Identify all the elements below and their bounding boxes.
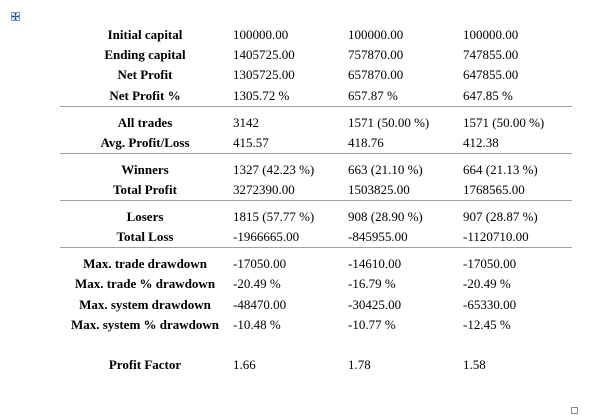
table-row: Net Profit 1305725.00 657870.00 647855.0… xyxy=(60,65,572,85)
row-label: Total Profit xyxy=(113,182,177,198)
cell-value: 1.78 xyxy=(348,357,371,373)
cell-value: -65330.00 xyxy=(463,296,517,312)
table-row: Losers 1815 (57.77 %) 908 (28.90 %) 907 … xyxy=(60,200,572,228)
table-row: All trades 3142 1571 (50.00 %) 1571 (50.… xyxy=(60,105,572,133)
cell-value: 907 (28.87 %) xyxy=(460,200,572,228)
row-label: Winners xyxy=(60,152,230,180)
table-row: Total Profit 3272390.00 1503825.00 17685… xyxy=(60,180,572,201)
table-move-handle[interactable] xyxy=(11,12,20,21)
table-row: Max. trade drawdown -17050.00 -14610.00 … xyxy=(60,247,572,275)
backtest-report-table: Initial capital 100000.00 100000.00 1000… xyxy=(60,25,572,375)
cell-value: -10.48 % xyxy=(233,316,281,332)
cell-value: 1503825.00 xyxy=(348,182,410,198)
cell-value: 1327 (42.23 %) xyxy=(230,152,345,180)
cell-value: 415.57 xyxy=(233,134,269,150)
cell-value: 1571 (50.00 %) xyxy=(345,105,460,133)
cell-value xyxy=(345,335,460,355)
cell-value: 1.66 xyxy=(233,357,256,373)
cell-value: 100000.00 xyxy=(348,27,404,43)
table-row: Profit Factor 1.66 1.78 1.58 xyxy=(60,355,572,375)
row-label: Total Loss xyxy=(116,229,174,245)
row-label: Ending capital xyxy=(104,47,186,63)
row-label: Max. trade % drawdown xyxy=(74,276,216,292)
cell-value: -1120710.00 xyxy=(463,229,529,245)
row-label: Max. system drawdown xyxy=(79,296,211,312)
cell-value: 100000.00 xyxy=(463,27,519,43)
cell-value: 1305725.00 xyxy=(233,67,295,83)
row-label: Max. system % drawdown xyxy=(70,316,220,332)
cell-value: 418.76 xyxy=(348,134,384,150)
cell-value xyxy=(230,335,345,355)
cell-value: 3142 xyxy=(230,105,345,133)
cell-value: -17050.00 xyxy=(230,247,345,275)
cell-value: -14610.00 xyxy=(345,247,460,275)
cell-value: 657870.00 xyxy=(348,67,404,83)
cell-value: 1571 (50.00 %) xyxy=(460,105,572,133)
table-row: Avg. Profit/Loss 415.57 418.76 412.38 xyxy=(60,133,572,154)
cell-value: -1966665.00 xyxy=(233,229,300,245)
cell-value: -17050.00 xyxy=(460,247,572,275)
cell-value: -20.49 % xyxy=(233,276,281,292)
row-label: Net Profit xyxy=(117,67,173,83)
cell-value: -30425.00 xyxy=(348,296,402,312)
cell-value: 647.85 % xyxy=(463,87,513,103)
cell-value: -10.77 % xyxy=(348,316,396,332)
row-label: Losers xyxy=(60,200,230,228)
table-row: Ending capital 1405725.00 757870.00 7478… xyxy=(60,45,572,65)
cell-value: 3272390.00 xyxy=(233,182,295,198)
cell-value: 664 (21.13 %) xyxy=(460,152,572,180)
cell-value: 908 (28.90 %) xyxy=(345,200,460,228)
four-arrow-move-icon xyxy=(12,13,19,20)
cell-value: 1768565.00 xyxy=(463,182,525,198)
cell-value: -48470.00 xyxy=(233,296,287,312)
table-row: Max. trade % drawdown -20.49 % -16.79 % … xyxy=(60,274,572,294)
cell-value: -12.45 % xyxy=(463,316,511,332)
row-label: Initial capital xyxy=(107,27,183,43)
cell-value: 663 (21.10 %) xyxy=(345,152,460,180)
table-row-empty xyxy=(60,335,572,355)
row-label: All trades xyxy=(60,105,230,133)
cell-value: 1405725.00 xyxy=(233,47,295,63)
cell-value: 1.58 xyxy=(463,357,486,373)
table-row: Max. system % drawdown -10.48 % -10.77 %… xyxy=(60,315,572,335)
cell-value: -16.79 % xyxy=(348,276,396,292)
table-row: Net Profit % 1305.72 % 657.87 % 647.85 % xyxy=(60,86,572,107)
row-label: Profit Factor xyxy=(108,357,182,373)
cell-value: 757870.00 xyxy=(348,47,404,63)
cell-value: -845955.00 xyxy=(348,229,408,245)
cell-value: 100000.00 xyxy=(233,27,289,43)
cell-value: 1305.72 % xyxy=(233,87,290,103)
cell-value: 657.87 % xyxy=(348,87,398,103)
table-row: Winners 1327 (42.23 %) 663 (21.10 %) 664… xyxy=(60,152,572,180)
table-row: Initial capital 100000.00 100000.00 1000… xyxy=(60,25,572,45)
cell-value xyxy=(460,335,572,355)
table-row: Max. system drawdown -48470.00 -30425.00… xyxy=(60,295,572,315)
row-label xyxy=(60,335,230,355)
table-row: Total Loss -1966665.00 -845955.00 -11207… xyxy=(60,227,572,248)
cell-value: 1815 (57.77 %) xyxy=(230,200,345,228)
row-label: Avg. Profit/Loss xyxy=(100,134,190,150)
cell-value: 747855.00 xyxy=(463,47,519,63)
cell-value: 647855.00 xyxy=(463,67,519,83)
row-label: Net Profit % xyxy=(109,87,181,103)
row-label: Max. trade drawdown xyxy=(60,247,230,275)
cell-value: 412.38 xyxy=(463,134,499,150)
cell-value: -20.49 % xyxy=(463,276,511,292)
table-resize-handle[interactable] xyxy=(571,407,578,414)
